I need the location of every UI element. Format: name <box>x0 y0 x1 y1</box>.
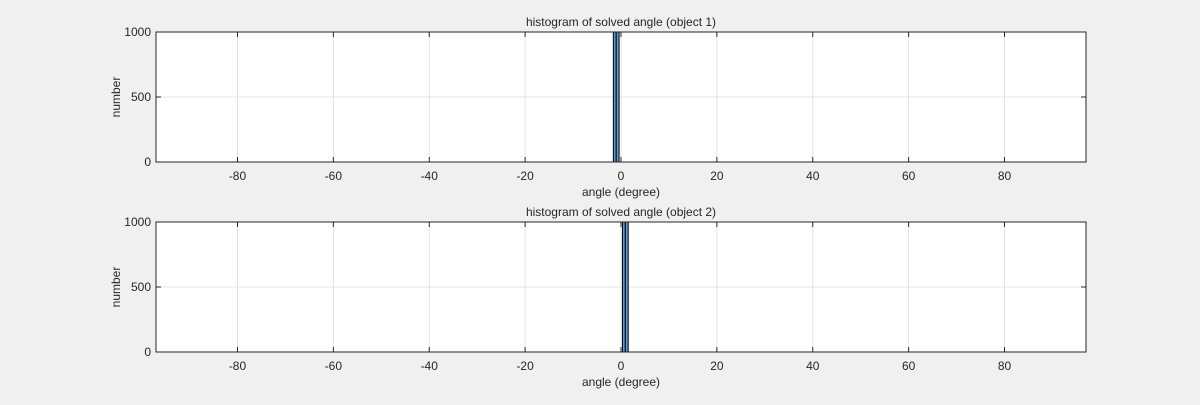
histogram-bar <box>615 31 620 163</box>
x-tick-label: 40 <box>806 169 820 183</box>
x-tick-label: 80 <box>998 169 1012 183</box>
x-tick-label: 20 <box>710 359 724 373</box>
y-axis-label: number <box>109 267 123 308</box>
y-tick-label: 1000 <box>124 25 151 39</box>
x-tick-label: -80 <box>229 359 247 373</box>
x-axis-label: angle (degree) <box>582 185 660 199</box>
x-tick-label: 0 <box>618 169 625 183</box>
x-tick-label: 60 <box>902 359 916 373</box>
y-tick-label: 0 <box>144 345 151 359</box>
x-tick-label: -40 <box>421 359 439 373</box>
x-tick-label: -20 <box>516 359 534 373</box>
x-axis-label: angle (degree) <box>582 375 660 389</box>
chart-title: histogram of solved angle (object 1) <box>526 15 716 29</box>
x-tick-label: -80 <box>229 169 247 183</box>
chart-title: histogram of solved angle (object 2) <box>526 205 716 219</box>
y-tick-label: 1000 <box>124 215 151 229</box>
y-tick-label: 500 <box>131 90 151 104</box>
x-tick-label: -40 <box>421 169 439 183</box>
x-tick-label: 40 <box>806 359 820 373</box>
x-tick-label: -20 <box>516 169 534 183</box>
x-tick-label: 20 <box>710 169 724 183</box>
histogram-bar <box>624 221 629 353</box>
y-tick-label: 500 <box>131 280 151 294</box>
x-tick-label: 60 <box>902 169 916 183</box>
x-tick-label: -60 <box>325 169 343 183</box>
x-tick-label: 0 <box>618 359 625 373</box>
y-axis-label: number <box>109 77 123 118</box>
subplot-2: -80 -60 -40 -20 0 20 40 60 80 0 500 1000 histogram o… <box>109 205 1087 389</box>
x-tick-label: -60 <box>325 359 343 373</box>
x-tick-label: 80 <box>998 359 1012 373</box>
y-tick-label: 0 <box>144 155 151 169</box>
subplot-1: -80 -60 -40 -20 0 20 40 60 80 0 500 1000 histogram o… <box>109 15 1087 199</box>
